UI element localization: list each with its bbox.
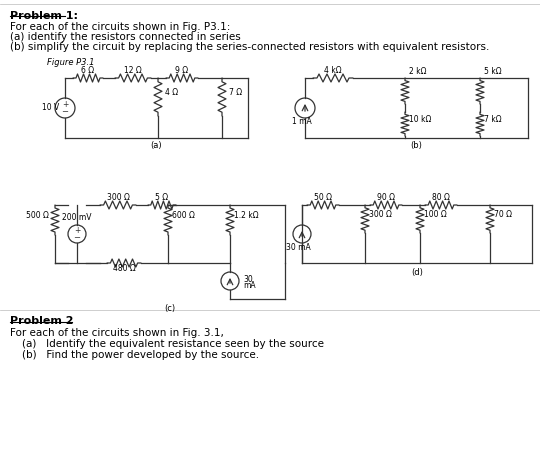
- Text: For each of the circuits shown in Fig. 3.1,: For each of the circuits shown in Fig. 3…: [10, 328, 224, 338]
- Text: (d): (d): [411, 268, 423, 277]
- Text: For each of the circuits shown in Fig. P3.1:: For each of the circuits shown in Fig. P…: [10, 22, 231, 32]
- Text: Problem 2: Problem 2: [10, 316, 73, 326]
- Text: 5 Ω: 5 Ω: [156, 193, 168, 202]
- Text: (a)   Identify the equivalent resistance seen by the source: (a) Identify the equivalent resistance s…: [22, 339, 324, 349]
- Text: (b) simplify the circuit by replacing the series-connected resistors with equiva: (b) simplify the circuit by replacing th…: [10, 42, 489, 52]
- Text: 300 Ω: 300 Ω: [106, 193, 130, 202]
- Text: Problem 1:: Problem 1:: [10, 11, 78, 21]
- Text: 480 Ω: 480 Ω: [113, 264, 136, 273]
- Text: 50 Ω: 50 Ω: [314, 193, 332, 202]
- Text: 7 Ω: 7 Ω: [229, 88, 242, 97]
- Text: (a) identify the resistors connected in series: (a) identify the resistors connected in …: [10, 32, 241, 42]
- Text: 9 Ω: 9 Ω: [176, 66, 188, 75]
- Text: 30 mA: 30 mA: [286, 243, 310, 252]
- Text: mA: mA: [243, 281, 255, 290]
- Text: 12 Ω: 12 Ω: [124, 66, 142, 75]
- Text: (b)   Find the power developed by the source.: (b) Find the power developed by the sour…: [22, 350, 259, 360]
- Text: 4 kΩ: 4 kΩ: [324, 66, 342, 75]
- Text: (c): (c): [165, 304, 176, 313]
- Text: −: −: [62, 107, 69, 116]
- Text: −: −: [73, 233, 80, 242]
- Text: 30: 30: [243, 274, 253, 283]
- Text: (b): (b): [410, 141, 422, 150]
- Text: 10 V: 10 V: [42, 104, 59, 113]
- Text: 80 Ω: 80 Ω: [432, 193, 450, 202]
- Text: 70 Ω: 70 Ω: [494, 210, 512, 219]
- Text: 10 kΩ: 10 kΩ: [409, 115, 431, 124]
- Text: Figure P3.1: Figure P3.1: [47, 58, 94, 67]
- Text: 100 Ω: 100 Ω: [424, 210, 447, 219]
- Text: 1 mA: 1 mA: [292, 117, 312, 126]
- Text: 90 Ω: 90 Ω: [377, 193, 395, 202]
- Text: 6 Ω: 6 Ω: [82, 66, 94, 75]
- Text: +: +: [62, 100, 68, 109]
- Text: 7 kΩ: 7 kΩ: [484, 115, 502, 124]
- Text: (a): (a): [151, 141, 163, 150]
- Text: 1.2 kΩ: 1.2 kΩ: [234, 211, 259, 220]
- Text: 600 Ω: 600 Ω: [172, 211, 195, 220]
- Text: 5 kΩ: 5 kΩ: [484, 67, 502, 76]
- Text: 500 Ω: 500 Ω: [26, 211, 49, 220]
- Text: 2 kΩ: 2 kΩ: [409, 67, 427, 76]
- Text: 200 mV: 200 mV: [62, 213, 92, 222]
- Text: 4 Ω: 4 Ω: [165, 88, 178, 97]
- Text: +: +: [74, 226, 80, 235]
- Text: 300 Ω: 300 Ω: [369, 210, 392, 219]
